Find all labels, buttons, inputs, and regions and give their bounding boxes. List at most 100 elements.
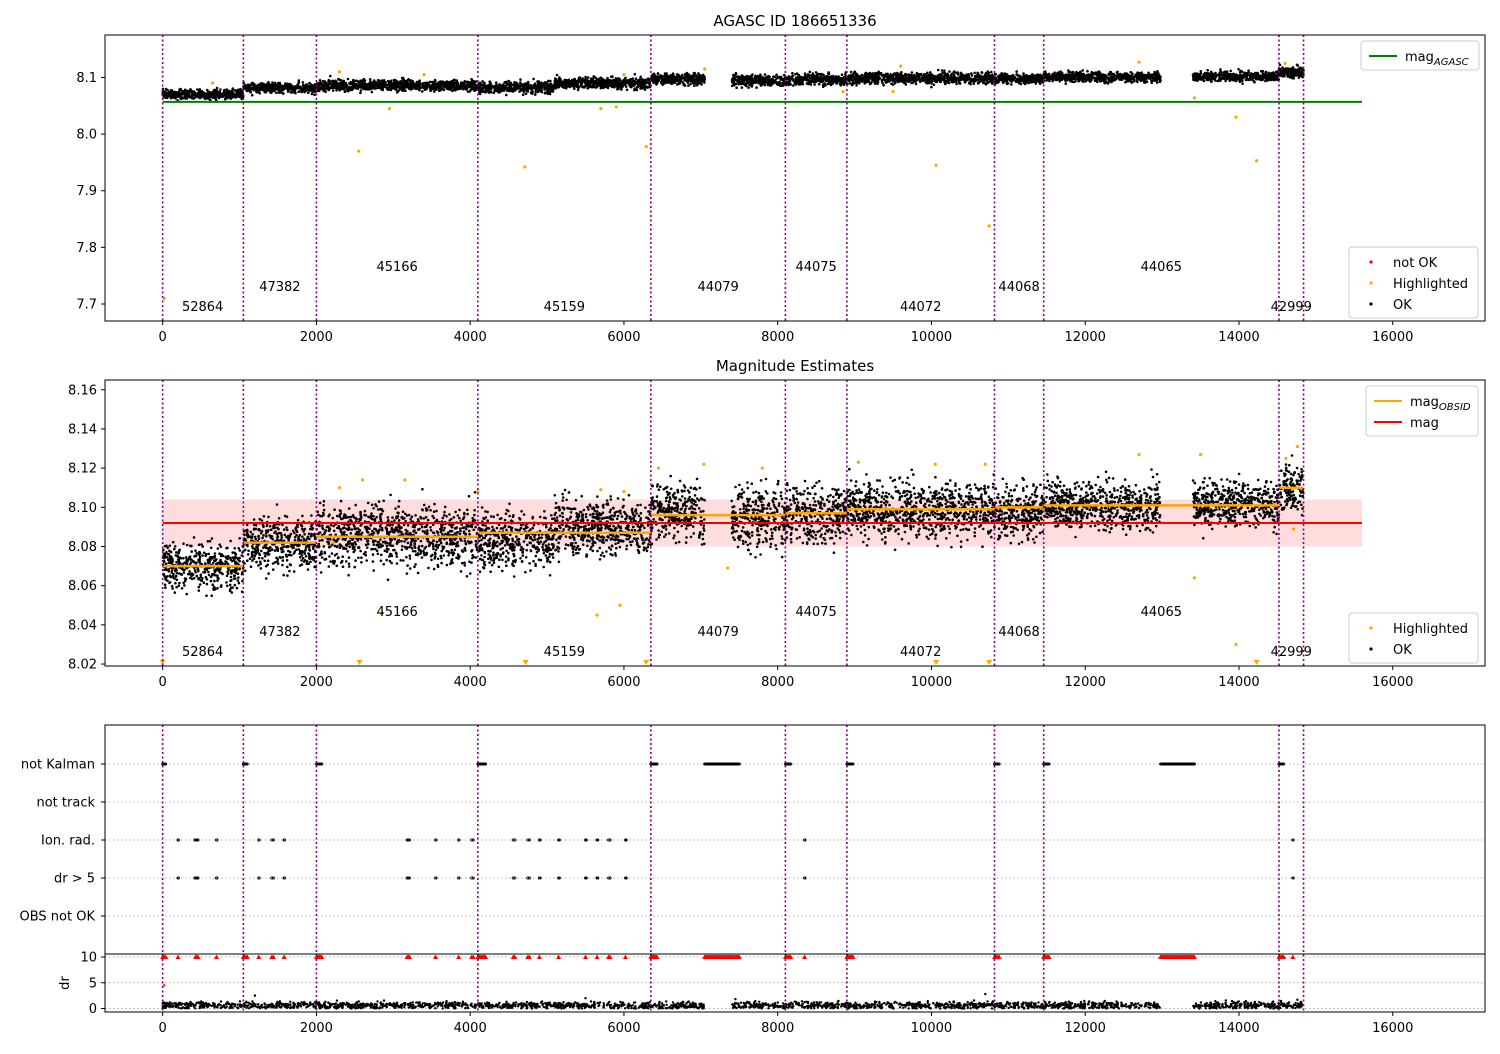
ok-point — [686, 72, 689, 75]
ok-point — [639, 76, 642, 79]
ok-point — [918, 76, 921, 79]
ok-point — [731, 78, 734, 81]
ok-point — [429, 86, 432, 89]
ok-point — [877, 77, 880, 80]
ok-point — [234, 96, 237, 99]
ok-point — [259, 84, 262, 87]
ok-point — [208, 91, 211, 94]
ok-point — [767, 75, 770, 78]
ok-point — [545, 86, 548, 89]
ok-point — [698, 77, 701, 80]
ok-point — [448, 85, 451, 88]
ok-point — [857, 81, 860, 84]
ok-point — [463, 81, 466, 84]
ok-point — [487, 90, 490, 93]
ok-point — [275, 92, 278, 95]
ok-point — [223, 90, 226, 93]
ok-point — [911, 79, 914, 82]
ok-point — [394, 79, 397, 82]
ok-point — [741, 86, 744, 89]
ok-point — [758, 78, 761, 81]
ok-point — [236, 90, 239, 93]
ok-point — [977, 74, 980, 77]
ok-point — [399, 80, 402, 83]
ok-point — [594, 80, 597, 83]
ok-point — [577, 89, 580, 92]
ok-point — [855, 84, 858, 87]
ok-point — [363, 84, 366, 87]
ok-point — [226, 88, 229, 91]
ok-point — [218, 97, 221, 100]
ok-point — [967, 74, 970, 77]
ok-point — [610, 76, 613, 79]
ok-point — [541, 84, 544, 87]
ok-point — [987, 70, 990, 73]
ok-point — [460, 81, 463, 84]
ok-point — [747, 86, 750, 89]
ok-point — [897, 79, 900, 82]
ok-point — [277, 82, 280, 85]
ok-point — [206, 89, 209, 92]
ok-point — [383, 81, 386, 84]
ok-point — [488, 80, 491, 83]
ok-point — [1015, 70, 1018, 73]
ok-point — [321, 86, 324, 89]
panel2-title: Magnitude Estimates — [716, 357, 874, 375]
ok-point — [522, 93, 525, 96]
ok-point — [434, 79, 437, 82]
ok-point — [625, 85, 628, 88]
ok-point — [363, 88, 366, 91]
ok-point — [700, 83, 703, 86]
ok-point — [779, 76, 782, 79]
ok-point — [775, 74, 778, 77]
ok-point — [872, 72, 875, 75]
ok-point — [1018, 79, 1021, 82]
ok-point — [1020, 83, 1023, 86]
ok-point — [455, 79, 458, 82]
ok-point — [854, 76, 857, 79]
ok-point — [493, 90, 496, 93]
ok-point — [525, 92, 528, 95]
ok-point — [530, 88, 533, 91]
ok-point — [410, 80, 413, 83]
ok-point — [687, 84, 690, 87]
ok-point — [580, 82, 583, 85]
ok-point — [889, 78, 892, 81]
ok-point — [1006, 79, 1009, 82]
ok-point — [217, 91, 220, 94]
ok-point — [802, 78, 805, 81]
ok-point — [572, 84, 575, 87]
ok-point — [907, 80, 910, 83]
ok-point — [271, 81, 274, 84]
ok-point — [223, 93, 226, 96]
ok-point — [364, 79, 367, 82]
ok-point — [574, 80, 577, 83]
ok-point — [189, 88, 192, 91]
ok-point — [941, 69, 944, 72]
ok-point — [198, 91, 201, 94]
ok-point — [960, 76, 963, 79]
ok-point — [617, 78, 620, 81]
ok-point — [974, 80, 977, 83]
ok-point — [943, 77, 946, 80]
ok-point — [531, 92, 534, 95]
ok-point — [969, 83, 972, 86]
ok-point — [347, 78, 350, 81]
ok-point — [181, 93, 184, 96]
ok-point — [735, 86, 738, 89]
ok-point — [573, 87, 576, 90]
ok-point — [663, 75, 666, 78]
ok-point — [611, 83, 614, 86]
ok-point — [278, 89, 281, 92]
ok-point — [830, 75, 833, 78]
ok-point — [373, 79, 376, 82]
ok-point — [247, 83, 250, 86]
ok-point — [842, 76, 845, 79]
ok-point — [949, 78, 952, 81]
ok-point — [755, 76, 758, 79]
ok-point — [962, 74, 965, 77]
ok-point — [214, 89, 217, 92]
ok-point — [679, 80, 682, 83]
ok-point — [273, 90, 276, 93]
